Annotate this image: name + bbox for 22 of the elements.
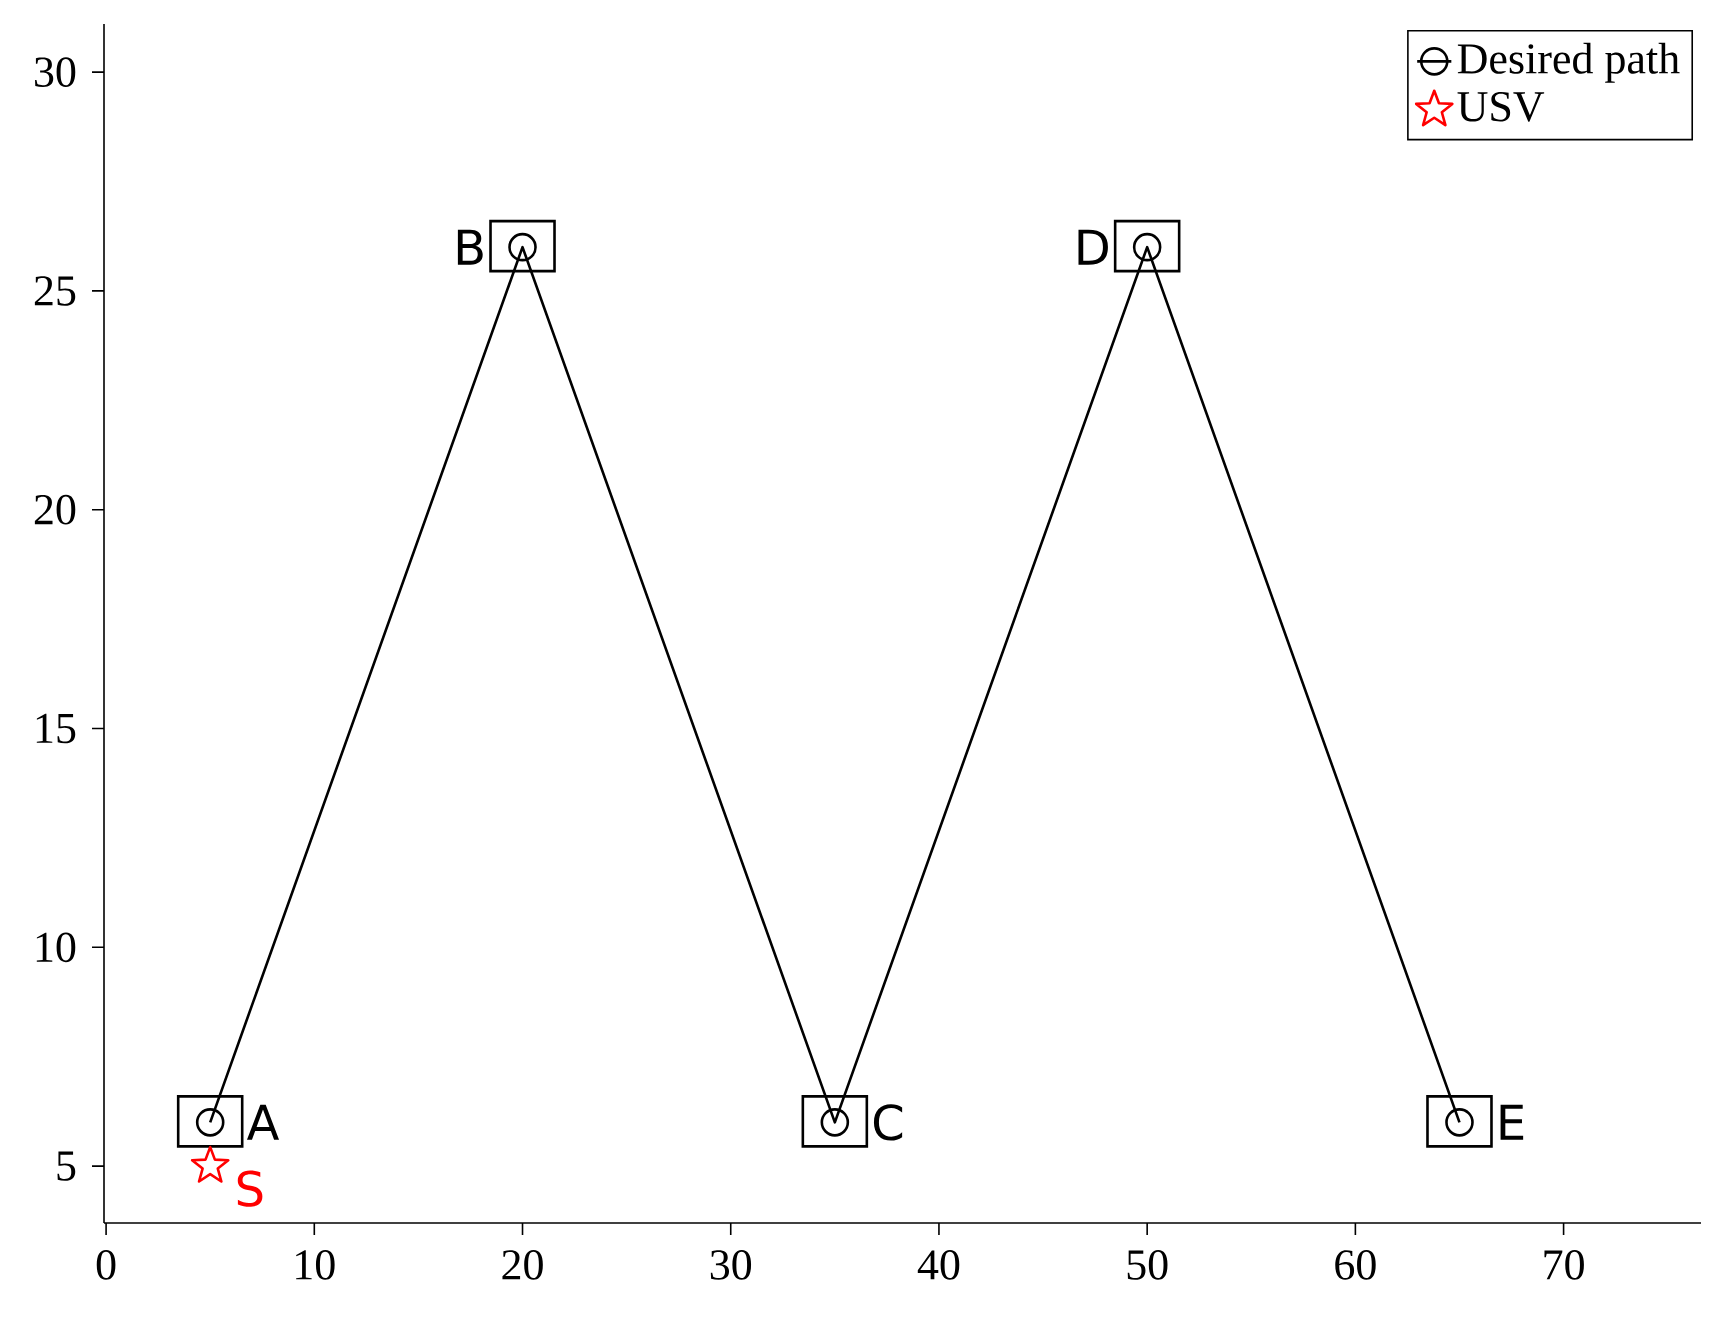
y-tick-label: 20 bbox=[34, 494, 76, 525]
x-tick-label: 40 bbox=[917, 1250, 960, 1280]
annotation: B bbox=[457, 229, 483, 265]
annotation: A bbox=[246, 1104, 280, 1140]
annotation: C bbox=[873, 1104, 903, 1141]
x-tick-label: 60 bbox=[1335, 1250, 1376, 1280]
y-tick-label: 5 bbox=[57, 1151, 76, 1181]
x-tick-label: 0 bbox=[96, 1250, 116, 1280]
legend-label: Desired path bbox=[1457, 42, 1680, 83]
x-tick-label: 20 bbox=[502, 1250, 543, 1280]
annotation: D bbox=[1078, 229, 1108, 265]
x-tick-label: 10 bbox=[296, 1250, 335, 1280]
x-tick-label: 50 bbox=[1127, 1250, 1168, 1280]
x-tick-label: 30 bbox=[710, 1250, 752, 1280]
annotation: S bbox=[237, 1170, 263, 1207]
y-tick-label: 30 bbox=[35, 57, 76, 87]
annotation: E bbox=[1500, 1104, 1524, 1140]
y-tick-label: 15 bbox=[36, 713, 76, 744]
y-tick-label: 10 bbox=[36, 932, 76, 963]
x-tick-label: 70 bbox=[1544, 1250, 1584, 1280]
legend-label: USV bbox=[1457, 91, 1545, 122]
y-tick-label: 25 bbox=[34, 276, 76, 306]
